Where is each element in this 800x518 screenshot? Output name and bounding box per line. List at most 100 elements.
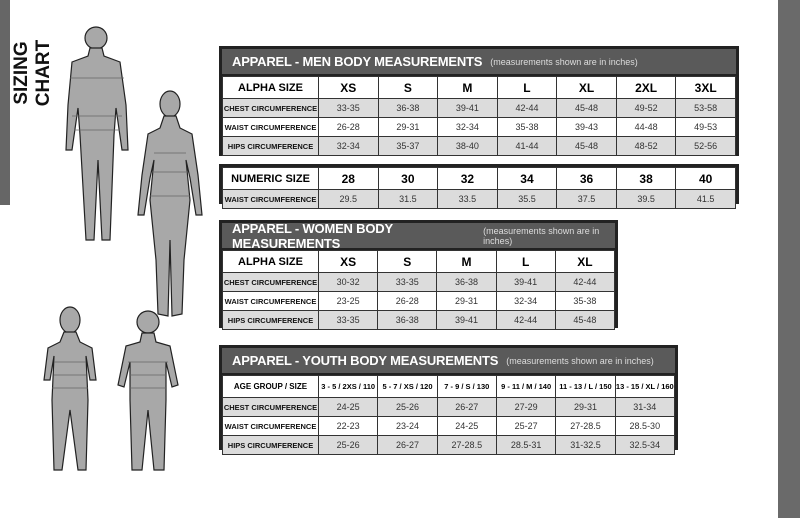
table-cell: 39-41 [495, 272, 556, 292]
men-table-subtitle: (measurements shown are in inches) [490, 56, 638, 67]
row-label: ALPHA SIZE [222, 76, 319, 99]
table-cell: 33.5 [437, 189, 498, 209]
table-header-row: NUMERIC SIZE 28 30 32 34 36 38 40 [222, 167, 736, 190]
table-cell: 42-44 [495, 310, 556, 330]
right-accent-bar [778, 0, 800, 518]
table-cell: 31-34 [614, 397, 676, 417]
women-grid: ALPHA SIZE XS S M L XL CHEST CIRCUMFERENCE 30-3… [222, 250, 616, 330]
table-cell: 31.5 [377, 189, 439, 209]
table-cell: 53-58 [675, 98, 736, 118]
women-measurements-table: APPAREL - WOMEN BODY MEASUREMENTS (measu… [219, 220, 618, 330]
women-table-subtitle: (measurements shown are in inches) [483, 225, 600, 246]
table-cell: 45-48 [554, 310, 616, 330]
table-cell: M [436, 250, 497, 273]
table-cell: XL [554, 250, 616, 273]
table-cell: XS [318, 76, 379, 99]
boy-figure [117, 310, 179, 471]
table-row: HIPS CIRCUMFERENCE 25-26 26-27 27-28.5 28.5-… [222, 435, 676, 455]
table-cell: XS [317, 250, 379, 273]
table-cell: 34 [496, 167, 558, 190]
table-cell: 35-38 [554, 291, 616, 311]
table-header-row: ALPHA SIZE XS S M L XL [222, 250, 616, 273]
table-header-row: ALPHA SIZE XS S M L XL 2XL 3XL [222, 76, 736, 99]
table-row: CHEST CIRCUMFERENCE 33-35 36-38 39-41 42-44 4… [222, 98, 736, 118]
table-cell: 36-38 [436, 272, 497, 292]
man-figure [65, 26, 129, 241]
table-cell: 45-48 [556, 98, 617, 118]
table-cell: 39-41 [436, 310, 497, 330]
women-table-header-bar: APPAREL - WOMEN BODY MEASUREMENTS (measu… [222, 221, 615, 251]
table-cell: 36-38 [377, 98, 439, 118]
table-cell: 29-31 [436, 291, 497, 311]
youth-grid: AGE GROUP / SIZE 3 - 5 / 2XS / 110 5 - 7 /… [222, 375, 676, 455]
table-row: HIPS CIRCUMFERENCE 33-35 36-38 39-41 42-44 45… [222, 310, 616, 330]
table-cell: 39-43 [556, 117, 617, 137]
table-row: HIPS CIRCUMFERENCE 32-34 35-37 38-40 41-44 45… [222, 136, 736, 156]
table-cell: 36 [556, 167, 617, 190]
table-cell: 31-32.5 [555, 435, 616, 455]
table-row: WAIST CIRCUMFERENCE 23-25 26-28 29-31 32-34 3… [222, 291, 616, 311]
table-cell: 42-44 [554, 272, 616, 292]
table-cell: 26-27 [436, 397, 497, 417]
table-cell: 3 - 5 / 2XS / 110 [317, 375, 379, 398]
table-cell: 5 - 7 / XS / 120 [377, 375, 438, 398]
table-cell: 28 [318, 167, 379, 190]
table-cell: 33-35 [377, 272, 438, 292]
table-cell: 30-32 [317, 272, 379, 292]
table-cell: 35-37 [377, 136, 439, 156]
table-cell: 32.5-34 [614, 435, 676, 455]
row-label: HIPS CIRCUMFERENCE [222, 136, 319, 156]
numeric-grid: NUMERIC SIZE 28 30 32 34 36 38 40 WAIST CIRCUMFE… [222, 167, 736, 209]
table-cell: 27-28.5 [436, 435, 497, 455]
table-cell: 38 [615, 167, 677, 190]
table-cell: 49-53 [675, 117, 736, 137]
table-cell: 49-52 [615, 98, 677, 118]
youth-table-header-bar: APPAREL - YOUTH BODY MEASUREMENTS (measu… [222, 348, 675, 375]
row-label: AGE GROUP / SIZE [222, 375, 319, 398]
men-table-header-bar: APPAREL - MEN BODY MEASUREMENTS (measure… [222, 49, 736, 76]
table-cell: 28.5-31 [495, 435, 557, 455]
table-cell: 38-40 [437, 136, 498, 156]
table-cell: 32-34 [318, 136, 379, 156]
table-cell: 32-34 [495, 291, 556, 311]
row-label: WAIST CIRCUMFERENCE [222, 117, 319, 137]
youth-table-title: APPAREL - YOUTH BODY MEASUREMENTS [232, 353, 499, 368]
row-label: WAIST CIRCUMFERENCE [222, 189, 319, 209]
body-figures-illustration [43, 26, 203, 471]
row-label: HIPS CIRCUMFERENCE [222, 435, 319, 455]
row-label: NUMERIC SIZE [222, 167, 319, 190]
row-label: HIPS CIRCUMFERENCE [222, 310, 319, 330]
men-numeric-table: NUMERIC SIZE 28 30 32 34 36 38 40 WAIST CIRCUMFE… [219, 164, 739, 209]
table-cell: 33-35 [318, 98, 379, 118]
table-cell: 24-25 [436, 416, 497, 436]
table-cell: 13 - 15 / XL / 160 [614, 375, 676, 398]
table-row: CHEST CIRCUMFERENCE 24-25 25-26 26-27 27-29 2… [222, 397, 676, 417]
table-cell: 40 [675, 167, 736, 190]
table-cell: 37.5 [556, 189, 617, 209]
table-cell: S [377, 250, 438, 273]
table-cell: 28.5-30 [614, 416, 676, 436]
table-cell: 32-34 [437, 117, 498, 137]
table-cell: L [495, 250, 556, 273]
youth-measurements-table: APPAREL - YOUTH BODY MEASUREMENTS (measu… [219, 345, 678, 455]
table-cell: 24-25 [317, 397, 379, 417]
row-label: WAIST CIRCUMFERENCE [222, 416, 319, 436]
men-table-title: APPAREL - MEN BODY MEASUREMENTS [232, 54, 483, 69]
table-cell: 39.5 [615, 189, 677, 209]
table-cell: 27-28.5 [555, 416, 616, 436]
table-cell: 9 - 11 / M / 140 [495, 375, 557, 398]
men-grid: ALPHA SIZE XS S M L XL 2XL 3XL CHEST CIRCUMFEREN… [222, 76, 736, 156]
youth-table-subtitle: (measurements shown are in inches) [506, 355, 654, 366]
table-cell: 25-26 [317, 435, 379, 455]
page-title: SIZING CHART [11, 39, 54, 107]
girl-figure [43, 306, 97, 471]
table-cell: 52-56 [675, 136, 736, 156]
table-cell: 39-41 [437, 98, 498, 118]
table-cell: 27-29 [495, 397, 557, 417]
table-cell: 26-28 [377, 291, 438, 311]
row-label: CHEST CIRCUMFERENCE [222, 272, 319, 292]
table-cell: 29-31 [555, 397, 616, 417]
table-row: WAIST CIRCUMFERENCE 26-28 29-31 32-34 35-38 3… [222, 117, 736, 137]
table-cell: 35-38 [496, 117, 558, 137]
table-cell: 22-23 [317, 416, 379, 436]
